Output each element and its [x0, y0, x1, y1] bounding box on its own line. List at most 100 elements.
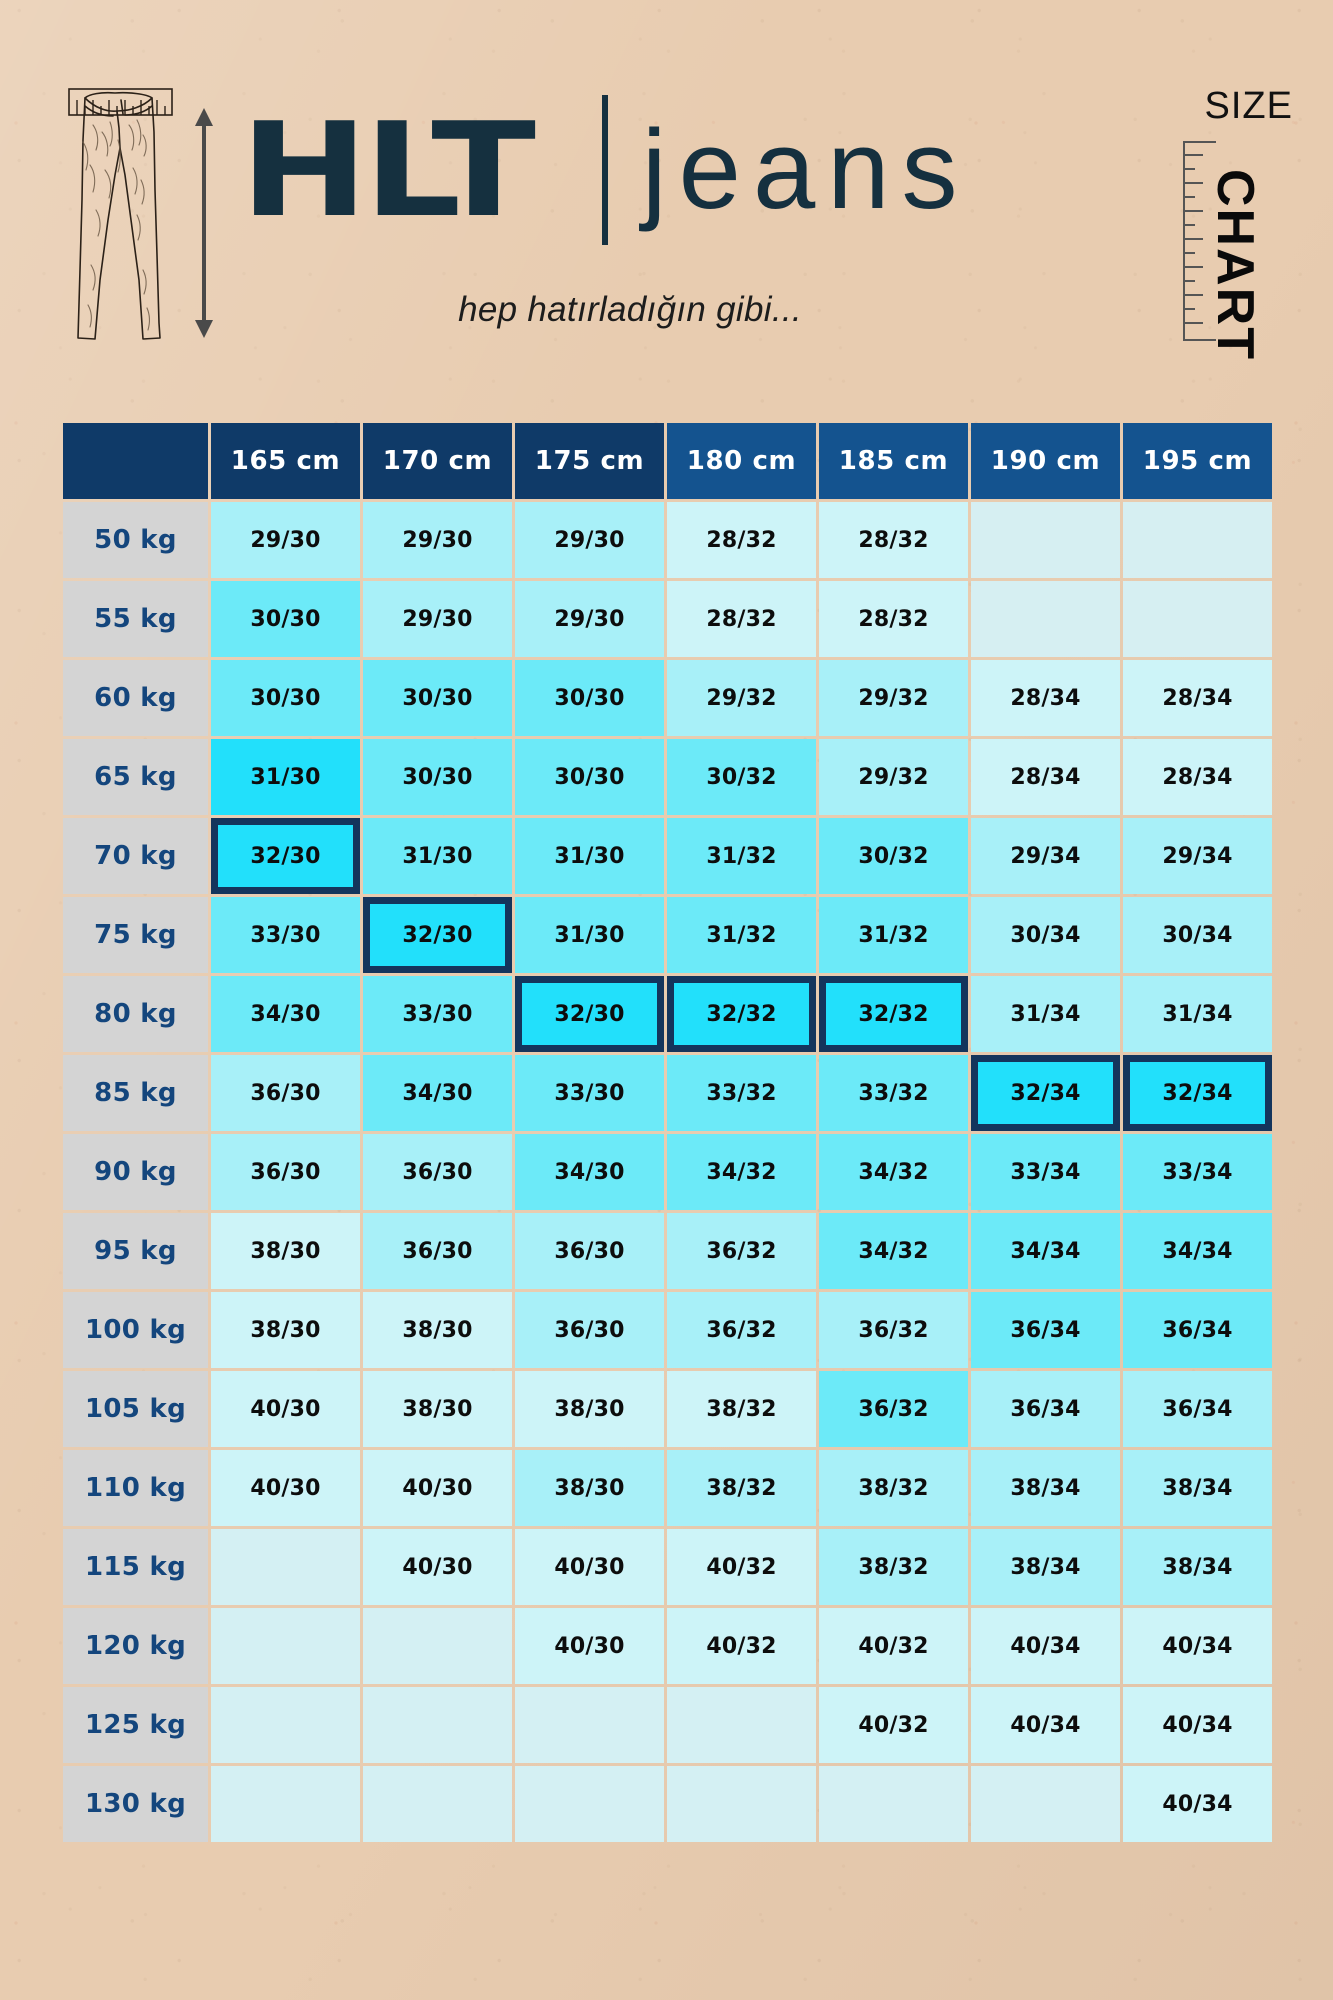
size-cell: 31/34	[971, 976, 1120, 1052]
size-cell: 30/32	[667, 739, 816, 815]
row-label-80-kg: 80 kg	[63, 976, 208, 1052]
size-cell: 34/34	[1123, 1213, 1272, 1289]
ruler-icon	[68, 88, 173, 116]
row-label-70-kg: 70 kg	[63, 818, 208, 894]
size-cell: 40/34	[1123, 1608, 1272, 1684]
size-cell: 40/30	[363, 1450, 512, 1526]
size-cell: 28/32	[667, 502, 816, 578]
size-cell: 31/30	[515, 897, 664, 973]
size-cell: 28/32	[819, 502, 968, 578]
size-cell: 31/30	[515, 818, 664, 894]
size-cell: 31/32	[667, 818, 816, 894]
brand-tagline: hep hatırladığın gibi...	[458, 290, 802, 329]
table-row: 65 kg 31/30 30/30 30/30 30/32 29/32 28/34 28/34	[63, 739, 1272, 815]
size-cell: 31/30	[211, 739, 360, 815]
row-label-110-kg: 110 kg	[63, 1450, 208, 1526]
size-cell	[363, 1608, 512, 1684]
header: HLT jeans hep hatırladığın gibi... SIZE	[0, 0, 1333, 400]
size-cell: 36/32	[667, 1292, 816, 1368]
title-size: SIZE	[1204, 85, 1293, 127]
size-cell: 29/30	[211, 502, 360, 578]
size-cell: 30/30	[515, 660, 664, 736]
table-row: 95 kg 38/30 36/30 36/30 36/32 34/32 34/34 34/34	[63, 1213, 1272, 1289]
size-cell: 40/32	[667, 1608, 816, 1684]
row-label-85-kg: 85 kg	[63, 1055, 208, 1131]
size-cell: 34/30	[363, 1055, 512, 1131]
size-cell: 29/32	[667, 660, 816, 736]
table-row: 120 kg 40/30 40/32 40/32 40/34 40/34	[63, 1608, 1272, 1684]
size-cell: 29/30	[515, 502, 664, 578]
size-cell: 31/32	[667, 897, 816, 973]
column-header-170-cm: 170 cm	[363, 423, 512, 499]
size-cell: 31/30	[363, 818, 512, 894]
size-cell: 29/32	[819, 739, 968, 815]
size-cell: 38/32	[667, 1371, 816, 1447]
row-label-115-kg: 115 kg	[63, 1529, 208, 1605]
size-cell: 30/30	[211, 660, 360, 736]
size-cell	[211, 1687, 360, 1763]
size-cell: 36/30	[211, 1055, 360, 1131]
size-cell: 40/30	[211, 1450, 360, 1526]
size-cell: 40/30	[515, 1529, 664, 1605]
vertical-double-arrow-icon	[195, 108, 213, 338]
size-cell: 33/30	[515, 1055, 664, 1131]
column-header-165-cm: 165 cm	[211, 423, 360, 499]
size-cell: 40/32	[667, 1529, 816, 1605]
size-cell-recommended: 32/34	[971, 1055, 1120, 1131]
size-cell: 38/30	[363, 1371, 512, 1447]
size-cell: 36/34	[971, 1292, 1120, 1368]
table-row: 90 kg 36/30 36/30 34/30 34/32 34/32 33/34 33/34	[63, 1134, 1272, 1210]
size-cell: 29/30	[515, 581, 664, 657]
column-header-195-cm: 195 cm	[1123, 423, 1272, 499]
size-cell	[819, 1766, 968, 1842]
table-row: 50 kg 29/30 29/30 29/30 28/32 28/32	[63, 502, 1272, 578]
size-chart-table-wrap: 165 cm 170 cm 175 cm 180 cm 185 cm 190 cm 195 …	[60, 420, 1273, 1845]
size-cell: 30/32	[819, 818, 968, 894]
size-cell: 34/32	[667, 1134, 816, 1210]
size-cell: 38/30	[211, 1292, 360, 1368]
size-cell: 29/34	[971, 818, 1120, 894]
size-cell	[211, 1766, 360, 1842]
size-cell: 30/30	[363, 739, 512, 815]
size-cell	[971, 502, 1120, 578]
column-header-180-cm: 180 cm	[667, 423, 816, 499]
size-cell: 34/32	[819, 1213, 968, 1289]
size-cell: 28/34	[971, 739, 1120, 815]
table-row: 85 kg 36/30 34/30 33/30 33/32 33/32 32/34 32/34	[63, 1055, 1272, 1131]
table-header: 165 cm 170 cm 175 cm 180 cm 185 cm 190 cm 195 …	[63, 423, 1272, 499]
size-cell: 30/34	[1123, 897, 1272, 973]
column-header-190-cm: 190 cm	[971, 423, 1120, 499]
size-cell: 28/34	[971, 660, 1120, 736]
size-cell: 38/34	[971, 1529, 1120, 1605]
size-cell	[515, 1766, 664, 1842]
size-cell: 38/34	[971, 1450, 1120, 1526]
size-cell: 38/30	[211, 1213, 360, 1289]
size-cell: 38/32	[819, 1450, 968, 1526]
size-cell: 40/34	[1123, 1687, 1272, 1763]
size-cell: 33/30	[211, 897, 360, 973]
table-row: 130 kg 40/34	[63, 1766, 1272, 1842]
row-label-100-kg: 100 kg	[63, 1292, 208, 1368]
size-cell: 38/30	[515, 1450, 664, 1526]
column-header-175-cm: 175 cm	[515, 423, 664, 499]
table-row: 105 kg 40/30 38/30 38/30 38/32 36/32 36/34 36/3…	[63, 1371, 1272, 1447]
size-cell-recommended: 32/32	[819, 976, 968, 1052]
size-cell	[667, 1766, 816, 1842]
row-label-60-kg: 60 kg	[63, 660, 208, 736]
size-cell: 36/30	[515, 1292, 664, 1368]
size-cell: 30/30	[363, 660, 512, 736]
size-cell	[211, 1529, 360, 1605]
size-cell: 28/34	[1123, 660, 1272, 736]
size-cell	[667, 1687, 816, 1763]
size-cell-recommended: 32/30	[363, 897, 512, 973]
size-cell-recommended: 32/34	[1123, 1055, 1272, 1131]
size-cell: 31/34	[1123, 976, 1272, 1052]
table-row: 70 kg 32/30 31/30 31/30 31/32 30/32 29/34 29/34	[63, 818, 1272, 894]
table-row: 60 kg 30/30 30/30 30/30 29/32 29/32 28/34 28/34	[63, 660, 1272, 736]
size-cell: 38/34	[1123, 1529, 1272, 1605]
size-cell: 34/30	[515, 1134, 664, 1210]
size-cell: 36/34	[1123, 1292, 1272, 1368]
size-cell: 31/32	[819, 897, 968, 973]
vertical-ruler-icon	[1183, 141, 1216, 341]
row-label-50-kg: 50 kg	[63, 502, 208, 578]
